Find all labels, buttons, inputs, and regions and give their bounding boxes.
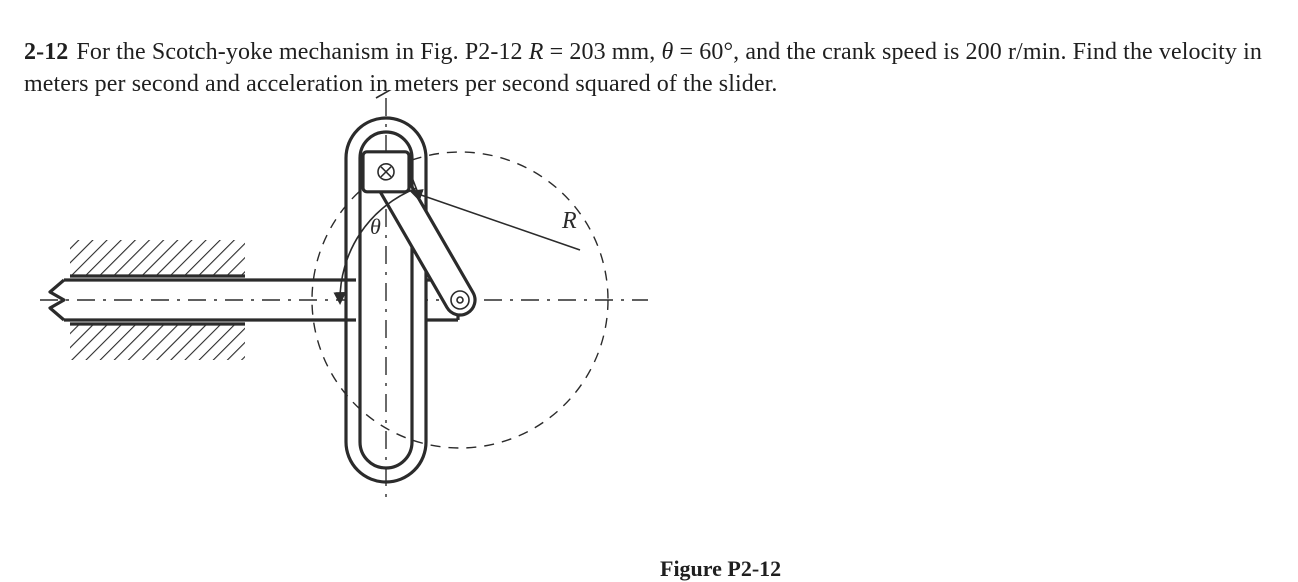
- svg-text:θ: θ: [370, 214, 381, 239]
- var-theta: θ: [662, 39, 674, 65]
- var-R: R: [529, 39, 544, 65]
- problem-eq1: = 203 mm,: [544, 39, 662, 65]
- svg-text:R: R: [561, 208, 577, 234]
- scotch-yoke-diagram: θR: [30, 90, 950, 530]
- figure-P2-12: θR Figure P2-12: [30, 90, 950, 530]
- problem-text-1: For the Scotch-yoke mechanism in Fig. P2…: [76, 39, 528, 65]
- figure-caption: Figure P2-12: [660, 556, 781, 582]
- problem-number: 2-12: [24, 39, 68, 65]
